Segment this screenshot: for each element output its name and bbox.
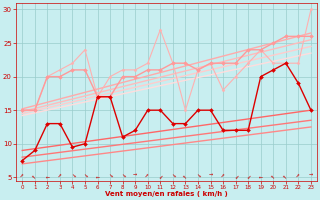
Text: →: → [44, 172, 51, 179]
X-axis label: Vent moyen/en rafales ( km/h ): Vent moyen/en rafales ( km/h ) [105, 191, 228, 197]
Text: →: → [171, 173, 175, 178]
Text: →: → [270, 172, 276, 179]
Text: →: → [220, 172, 226, 179]
Text: →: → [182, 172, 188, 179]
Text: →: → [58, 173, 62, 178]
Text: →: → [195, 172, 201, 179]
Text: →: → [94, 172, 101, 179]
Text: →: → [245, 172, 252, 179]
Text: →: → [308, 172, 314, 179]
Text: →: → [258, 172, 264, 179]
Text: →: → [83, 173, 87, 178]
Text: →: → [284, 173, 288, 178]
Text: →: → [108, 173, 112, 178]
Text: →: → [158, 173, 162, 178]
Text: →: → [132, 172, 139, 179]
Text: →: → [232, 172, 239, 179]
Text: →: → [119, 172, 126, 179]
Text: →: → [32, 172, 38, 179]
Text: →: → [146, 173, 150, 178]
Text: →: → [207, 172, 214, 179]
Text: →: → [295, 172, 302, 179]
Text: →: → [20, 173, 24, 178]
Text: →: → [69, 172, 76, 179]
